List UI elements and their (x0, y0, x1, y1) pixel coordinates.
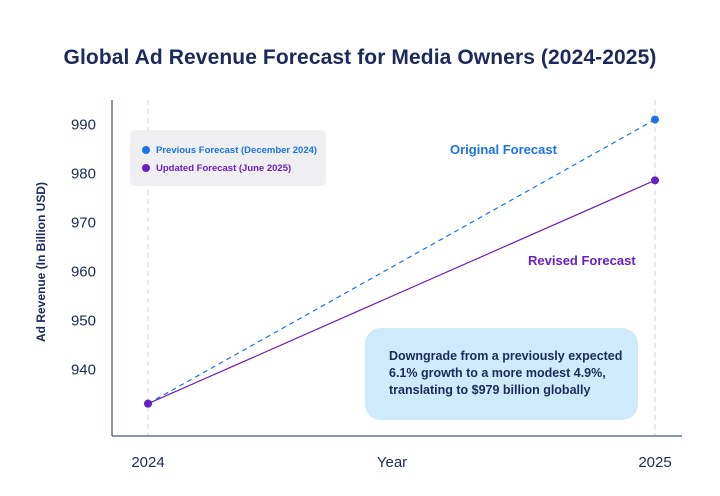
original-forecast-annotation: Original Forecast (450, 142, 557, 157)
chart-legend: Previous Forecast (December 2024) Update… (130, 130, 326, 186)
y-axis-label: Ad Revenue (In Billion USD) (34, 182, 48, 342)
y-tick-label: 970 (71, 214, 96, 231)
legend-swatch-updated (142, 164, 150, 172)
callout-box: Downgrade from a previously expected 6.1… (365, 328, 638, 420)
x-tick-label: 2024 (131, 454, 164, 471)
legend-swatch-previous (142, 146, 150, 154)
series-line-0 (147, 119, 656, 405)
y-tick-label: 990 (71, 116, 96, 133)
legend-item-previous: Previous Forecast (December 2024) (142, 142, 326, 158)
series-line-1 (147, 179, 656, 405)
chart-title: Global Ad Revenue Forecast for Media Own… (63, 46, 657, 69)
y-tick-label: 950 (71, 312, 96, 329)
x-tick-label: 2025 (638, 454, 671, 471)
revised-forecast-annotation: Revised Forecast (528, 253, 636, 268)
y-tick-label: 980 (71, 165, 96, 182)
x-axis-label: Year (377, 454, 407, 471)
legend-label-previous: Previous Forecast (December 2024) (156, 144, 318, 156)
legend-label-updated: Updated Forecast (June 2025) (156, 162, 292, 174)
data-point-series-1-1 (651, 176, 659, 185)
legend-item-updated: Updated Forecast (June 2025) (142, 160, 326, 176)
y-tick-label: 940 (71, 361, 96, 378)
data-point-series-1-0 (144, 399, 152, 408)
data-point-series-0-1 (651, 115, 659, 124)
y-tick-label: 960 (71, 263, 96, 280)
